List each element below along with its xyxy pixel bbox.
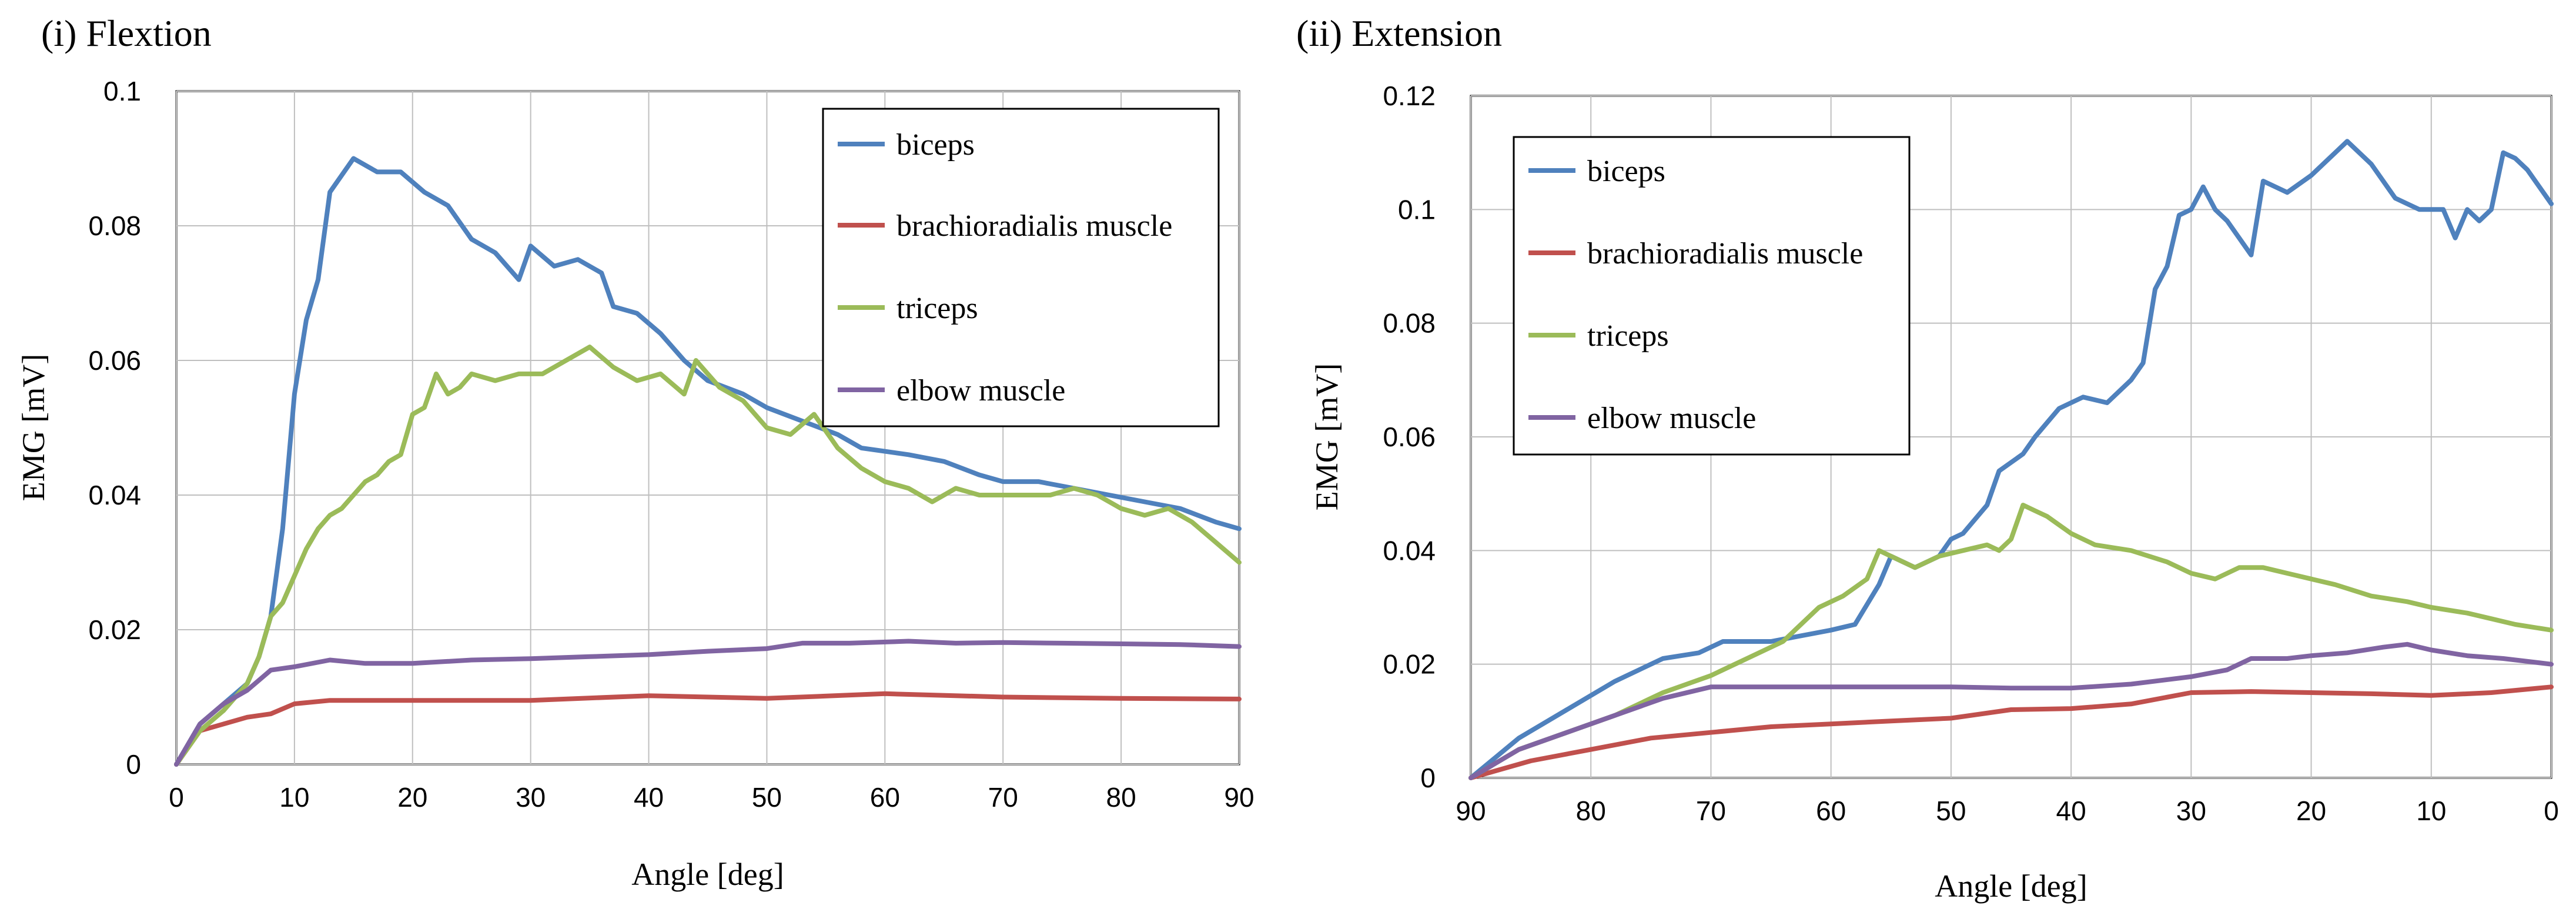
x-tick-label: 90 <box>1224 782 1254 813</box>
series-line-biceps <box>1468 139 2554 780</box>
x-tick-label: 0 <box>2544 796 2559 826</box>
legend-label-brachioradialis: brachioradialis muscle <box>896 209 1172 243</box>
legend-label-triceps: triceps <box>896 292 978 325</box>
y-tick-label: 0.08 <box>1383 308 1436 339</box>
series-line-triceps <box>174 345 1242 767</box>
series-group <box>1468 139 2554 780</box>
series-line-elbow-muscle <box>1468 641 2554 780</box>
y-tick-label: 0.06 <box>1383 422 1436 452</box>
legend-label-elbow: elbow muscle <box>1587 402 1756 435</box>
y-tick-label: 0.12 <box>1383 81 1436 111</box>
x-tick-label: 20 <box>397 782 427 813</box>
x-tick-label: 30 <box>516 782 546 813</box>
chart-flexion: (i) Flextion 0 10 20 30 40 50 60 70 80 90 0 0.02 0.0… <box>16 12 1254 892</box>
x-tick-label: 90 <box>1456 796 1486 826</box>
y-tick-label: 0.08 <box>88 210 141 241</box>
legend-label-brachioradialis: brachioradialis muscle <box>1587 237 1863 270</box>
x-tick-label: 40 <box>2056 796 2086 826</box>
y-axis-label: EMG [mV] <box>1309 363 1344 510</box>
x-tick-label: 60 <box>1816 796 1846 826</box>
x-tick-label: 70 <box>988 782 1018 813</box>
series-line-brachioradialis-muscle <box>174 691 1242 767</box>
x-tick-label: 50 <box>1936 796 1966 826</box>
y-tick-label: 0 <box>1420 763 1436 793</box>
legend-label-triceps: triceps <box>1587 319 1669 353</box>
x-axis-label: Angle [deg] <box>631 857 784 892</box>
tick-labels: 0 10 20 30 40 50 60 70 80 90 0 0.02 0.04 0.06 0.08 0.1 <box>88 76 1254 813</box>
tick-labels: 90 80 70 60 50 40 30 20 10 0 0 0.02 0.04 0.06 0.08 0.1 0… <box>1383 81 2558 826</box>
chart-title: (ii) Extension <box>1296 12 1502 54</box>
legend-label-biceps: biceps <box>896 128 975 162</box>
series-line-triceps <box>1468 503 2554 780</box>
y-tick-label: 0.04 <box>88 480 141 510</box>
y-tick-label: 0.04 <box>1383 535 1436 566</box>
legend: biceps brachioradialis muscle triceps el… <box>822 108 1220 427</box>
x-tick-label: 60 <box>870 782 900 813</box>
y-tick-label: 0.1 <box>1398 194 1436 225</box>
y-tick-label: 0.02 <box>1383 649 1436 680</box>
x-tick-label: 10 <box>279 782 309 813</box>
series-group <box>174 156 1242 767</box>
legend-box <box>822 108 1220 427</box>
legend-label-biceps: biceps <box>1587 155 1665 188</box>
x-tick-label: 10 <box>2416 796 2446 826</box>
x-tick-label: 80 <box>1106 782 1136 813</box>
y-tick-label: 0 <box>126 749 141 780</box>
chart-extension: (ii) Extension 90 80 70 60 50 40 30 20 10 0 0 0.02 0… <box>1296 12 2559 904</box>
legend-box <box>1513 136 1911 456</box>
x-tick-label: 50 <box>752 782 782 813</box>
series-line-biceps <box>174 156 1242 767</box>
x-tick-label: 70 <box>1696 796 1726 826</box>
y-tick-label: 0.02 <box>88 614 141 645</box>
series-line-brachioradialis-muscle <box>1468 684 2554 780</box>
x-tick-label: 80 <box>1576 796 1606 826</box>
legend-label-elbow: elbow muscle <box>896 374 1065 407</box>
x-tick-label: 20 <box>2296 796 2326 826</box>
legend: biceps brachioradialis muscle triceps el… <box>1513 136 1911 456</box>
y-tick-label: 0.06 <box>88 345 141 376</box>
series-line-elbow-muscle <box>174 639 1242 767</box>
x-tick-label: 0 <box>169 782 184 813</box>
y-tick-label: 0.1 <box>103 76 141 106</box>
x-tick-label: 40 <box>634 782 664 813</box>
chart-title: (i) Flextion <box>41 12 212 54</box>
x-axis-label: Angle [deg] <box>1935 868 2087 904</box>
y-axis-label: EMG [mV] <box>16 354 51 501</box>
x-tick-label: 30 <box>2176 796 2206 826</box>
